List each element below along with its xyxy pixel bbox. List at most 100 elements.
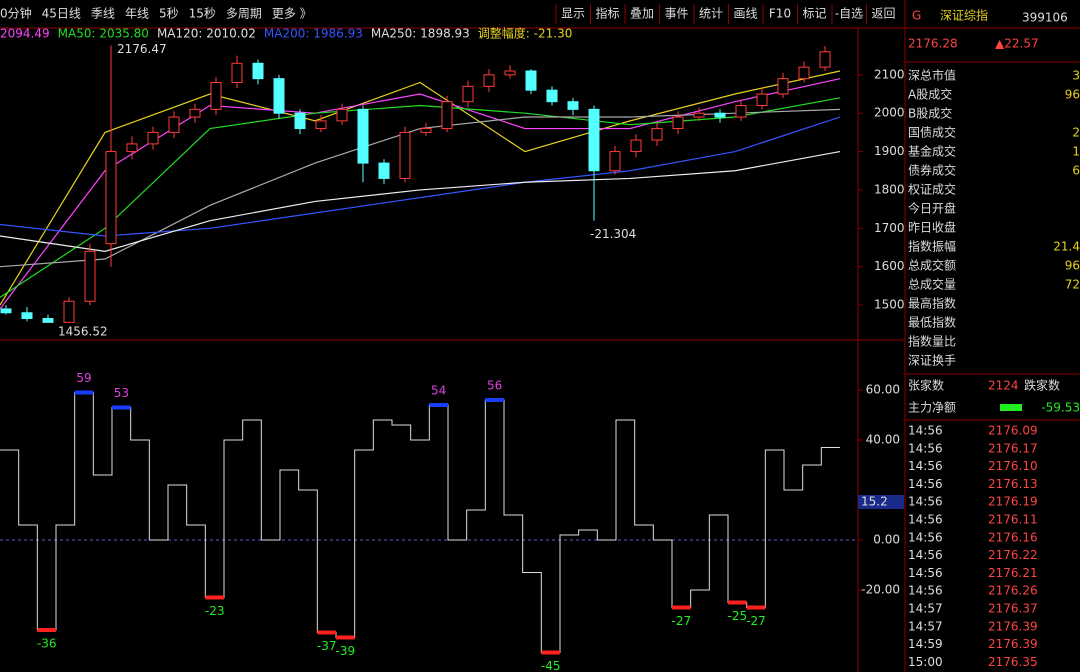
legend-item: MA50: 2035.80 (58, 27, 149, 41)
toolbar-button[interactable]: F10 (769, 7, 791, 21)
extreme-label: -27 (672, 614, 692, 628)
extreme-label: -27 (746, 614, 766, 628)
candle-body (462, 85, 474, 103)
y-tick-label: -20.00 (861, 583, 900, 597)
candle-body (546, 89, 558, 103)
field-value: 96 (1065, 88, 1080, 102)
field-label: 总成交额 (908, 258, 956, 273)
tick-time: 14:56 (908, 513, 943, 527)
candle-body (714, 112, 726, 118)
toolbar-tab[interactable]: 季线 (91, 7, 115, 21)
tick-time: 14:56 (908, 477, 943, 491)
candle-body (441, 101, 453, 130)
y-tick-label: 60.00 (866, 383, 900, 397)
candle-body (231, 62, 243, 83)
candle-body (693, 112, 705, 118)
tick-time: 14:56 (908, 424, 943, 438)
ma-line (0, 108, 841, 268)
extreme-label: -25 (728, 609, 748, 623)
candle-body (483, 74, 495, 87)
y-tick-label: 2100 (874, 67, 905, 81)
candle-body (420, 128, 432, 133)
tick-time: 14:57 (908, 602, 943, 616)
field-label: 张家数 (908, 378, 944, 393)
candle-body (567, 101, 579, 110)
candle-body (735, 105, 747, 118)
toolbar-button[interactable]: 返回 (871, 7, 895, 21)
toolbar-tab[interactable]: 多周期 (226, 7, 262, 21)
field-label: 国债成交 (908, 125, 956, 140)
field-value: 21.4 (1053, 240, 1080, 254)
toolbar-button[interactable]: -自选 (835, 7, 863, 21)
current-label: 15.2 (861, 495, 888, 509)
extreme-bar (205, 595, 224, 600)
flow-bar (1000, 404, 1022, 411)
tick-price: 2176.39 (988, 637, 1038, 651)
toolbar-button[interactable]: 显示 (561, 7, 585, 21)
extreme-bar (336, 635, 355, 640)
extreme-bar (672, 605, 691, 610)
extreme-bar (485, 398, 504, 402)
tick-time: 15:00 (908, 655, 943, 669)
candle-body (84, 250, 96, 302)
field-label: 指数振幅 (908, 239, 956, 254)
extreme-bar (37, 628, 56, 632)
field-label: 指数量比 (908, 334, 956, 349)
field-label: 主力净额 (908, 401, 956, 415)
tick-time: 14:56 (908, 441, 943, 455)
candle-body (651, 128, 663, 141)
candle-body (777, 78, 789, 95)
toolbar-tab[interactable]: 更多 》 (272, 7, 312, 21)
legend-item: 调整幅度: -21.30 (478, 26, 573, 41)
toolbar-tab[interactable]: 15秒 (189, 7, 216, 21)
tick-price: 2176.37 (988, 602, 1038, 616)
candle-body (672, 116, 684, 130)
flag: G (912, 9, 921, 23)
toolbar-tab[interactable]: 年线 (125, 7, 149, 21)
field-label: 今日开盘 (908, 201, 956, 216)
toolbar-button[interactable]: 叠加 (630, 7, 654, 21)
toolbar-tab[interactable]: 5秒 (159, 7, 179, 21)
candle-body (357, 108, 369, 164)
candle-body (210, 81, 222, 110)
toolbar-button[interactable]: 事件 (664, 7, 688, 21)
extreme-label: 53 (114, 386, 129, 400)
toolbar-button[interactable]: 画线 (733, 7, 757, 21)
candle-body (399, 131, 411, 179)
candle-body (168, 116, 180, 133)
y-tick-label: 40.00 (866, 433, 900, 447)
price-change: ▲22.57 (995, 37, 1039, 51)
field-label: A股成交 (908, 87, 952, 102)
tick-time: 14:56 (908, 584, 943, 598)
extreme-bar (112, 405, 131, 410)
candle-body (0, 308, 12, 314)
field-value: 2 (1072, 126, 1080, 140)
toolbar-tab[interactable]: 45日线 (42, 7, 81, 21)
candle-body (126, 143, 138, 153)
extreme-label: -45 (541, 659, 561, 672)
y-tick-label: 1500 (874, 298, 905, 312)
y-tick-label: 1800 (874, 182, 905, 196)
legend-item: MA250: 1898.93 (371, 27, 470, 41)
candle-body (609, 151, 621, 172)
extreme-bar (728, 600, 747, 605)
ma-line (0, 97, 841, 298)
candle-body (630, 139, 642, 153)
field-label: 昨日收盘 (908, 220, 956, 235)
toolbar-button[interactable]: 指标 (595, 6, 619, 21)
toolbar-tab[interactable]: 0分钟 (0, 6, 32, 21)
index-name: 深证综指 (940, 8, 988, 23)
field-label: 权证成交 (908, 182, 956, 197)
toolbar-button[interactable]: 统计 (699, 7, 723, 21)
candle-body (189, 108, 201, 118)
candle-body (294, 112, 306, 130)
field-value: 6 (1072, 164, 1080, 178)
tick-price: 2176.09 (988, 424, 1038, 438)
index-code: 399106 (1022, 11, 1068, 25)
field-value: 1 (1072, 145, 1080, 159)
candle-body (147, 131, 159, 145)
toolbar-button[interactable]: 标记 (802, 7, 826, 21)
y-tick-label: 1700 (874, 221, 905, 235)
field-label: 深证换手 (908, 354, 956, 368)
